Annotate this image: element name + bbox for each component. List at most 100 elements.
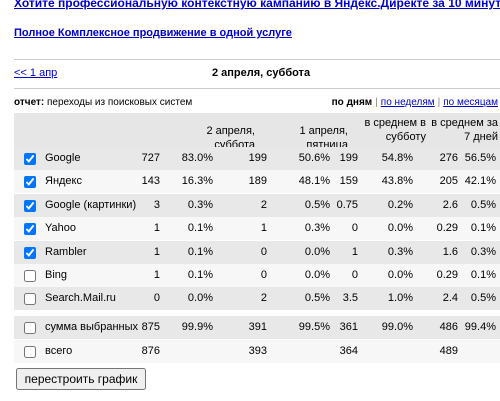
count-cell: 0 (153, 292, 160, 305)
period-option: по дням (331, 97, 373, 108)
row-name: сумма выбранных (45, 321, 139, 333)
percent-cell: 16.3% (181, 175, 213, 188)
row-checkbox[interactable] (24, 293, 36, 306)
table-row (14, 217, 500, 241)
percent-cell: 50.6% (298, 152, 330, 164)
period-option[interactable]: по месяцам (443, 97, 498, 108)
count-cell: 364 (339, 344, 358, 357)
table-row (14, 287, 500, 311)
percent-cell: 0.1% (187, 269, 213, 281)
row-checkbox[interactable] (24, 270, 36, 282)
percent-cell: 0.3% (304, 222, 330, 235)
percent-cell: 0.5% (304, 198, 330, 211)
count-cell: 1 (351, 245, 358, 258)
row-checkbox[interactable] (24, 345, 36, 358)
report-title: отчет: переходы из поисковых систем (14, 97, 192, 108)
prev-day-link[interactable]: << 1 апр (14, 67, 58, 79)
period-switch: по дням | по неделям | по месяцам (332, 97, 498, 108)
table-row (14, 316, 500, 339)
count-cell: 3.5 (342, 292, 358, 305)
nav-bar (14, 59, 500, 89)
percent-cell: 0.1% (187, 222, 213, 235)
percent-cell: 0.3% (470, 245, 496, 258)
count-cell: 143 (141, 175, 160, 188)
current-date: 2 апреля, суббота (212, 67, 311, 79)
row-checkbox[interactable] (24, 223, 36, 236)
row-checkbox[interactable] (24, 246, 36, 259)
percent-cell: 54.8% (381, 152, 413, 164)
table-row (14, 264, 500, 287)
count-cell: 0.29 (436, 222, 458, 235)
count-cell: 875 (141, 321, 160, 333)
percent-cell: 99.9% (181, 321, 213, 333)
count-cell: 276 (439, 152, 458, 164)
service-link[interactable]: Полное Комплексное продвижение в одной у… (14, 27, 292, 39)
promo-link[interactable]: Хотите профессиональную контекстную камп… (14, 0, 500, 10)
percent-cell: 99.0% (381, 321, 413, 333)
count-cell: 199 (339, 152, 358, 164)
percent-cell: 0.0% (387, 222, 413, 235)
row-checkbox[interactable] (24, 176, 36, 189)
percent-cell: 99.5% (298, 321, 330, 333)
row-name: Yahoo (45, 222, 76, 235)
count-cell: 2.6 (442, 198, 458, 211)
count-cell: 159 (339, 175, 358, 188)
table-row (14, 339, 500, 363)
rebuild-button[interactable]: перестроить график (16, 368, 146, 390)
percent-cell: 0.5% (304, 292, 330, 305)
percent-cell: 0.0% (304, 245, 330, 258)
count-cell: 2.4 (442, 292, 458, 305)
percent-cell: 48.1% (298, 175, 330, 188)
percent-cell: 0.3% (387, 245, 413, 258)
table-row (14, 170, 500, 194)
percent-cell: 0.1% (470, 222, 496, 235)
report-label: отчет: (14, 97, 45, 108)
percent-cell: 0.2% (387, 198, 413, 211)
percent-cell: 0.1% (187, 245, 213, 258)
column-header: в среднем в субботу (364, 117, 426, 143)
count-cell: 1 (153, 269, 160, 281)
percent-cell: 0.0% (387, 269, 413, 281)
count-cell: 486 (439, 321, 458, 333)
table-header (14, 113, 500, 147)
count-cell: 3 (153, 198, 160, 211)
count-cell: 2 (260, 198, 267, 211)
period-option[interactable]: по неделям (380, 97, 435, 108)
row-name: Bing (45, 269, 68, 281)
row-name: Google (картинки) (45, 198, 137, 211)
count-cell: 2 (260, 292, 267, 305)
table-row (14, 193, 500, 217)
count-cell: 393 (248, 344, 267, 357)
count-cell: 0.75 (336, 198, 358, 211)
count-cell: 1.6 (442, 245, 458, 258)
row-name: всего (45, 344, 73, 357)
count-cell: 0 (260, 245, 267, 258)
report-name: переходы из поисковых систем (47, 97, 193, 108)
percent-cell: 0.0% (187, 292, 213, 305)
count-cell: 391 (248, 321, 267, 333)
percent-cell: 1.0% (387, 292, 413, 305)
percent-cell: 83.0% (181, 152, 213, 164)
count-cell: 189 (248, 175, 267, 188)
percent-cell: 42.1% (464, 175, 496, 188)
table-row (14, 240, 500, 264)
row-name: Яндекс (45, 175, 82, 188)
count-cell: 876 (141, 344, 160, 357)
count-cell: 361 (339, 321, 358, 333)
row-checkbox[interactable] (24, 199, 36, 212)
count-cell: 0.29 (436, 269, 458, 281)
column-header: в среднем за 7 дней (431, 117, 498, 143)
count-cell: 1 (260, 222, 267, 235)
row-name: Google (45, 152, 81, 164)
separator: | (437, 97, 441, 108)
row-name: Rambler (45, 245, 87, 258)
count-cell: 199 (248, 152, 267, 164)
row-checkbox[interactable] (24, 322, 36, 334)
percent-cell: 0.5% (470, 292, 496, 305)
row-checkbox[interactable] (24, 153, 36, 165)
separator: | (375, 97, 378, 108)
percent-cell: 0.1% (470, 269, 496, 281)
percent-cell: 0.5% (470, 198, 496, 211)
count-cell: 0 (351, 269, 358, 281)
